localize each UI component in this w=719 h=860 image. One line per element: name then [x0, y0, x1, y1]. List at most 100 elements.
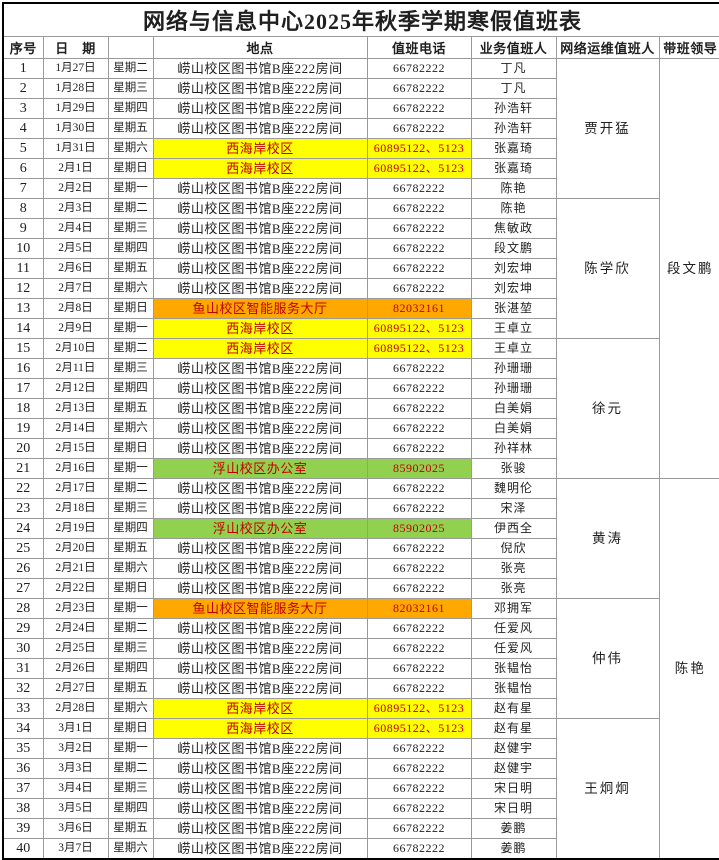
- weekday-cell: 星期二: [107, 478, 154, 499]
- phone-cell: 66782222: [366, 118, 472, 139]
- duty-person-cell: 陈艳: [470, 178, 557, 199]
- duty-person-cell: 丁凡: [470, 58, 557, 79]
- row-number-cell: 23: [2, 498, 44, 519]
- row-number-cell: 11: [2, 258, 44, 279]
- phone-cell: 66782222: [366, 218, 472, 239]
- row-number-cell: 16: [2, 358, 44, 379]
- location-cell: 浮山校区办公室: [152, 458, 368, 479]
- date-cell: 2月8日: [42, 298, 109, 319]
- table-row: 31 2月26日 星期四 崂山校区图书馆B座222房间 66782222 张韫怡: [2, 658, 719, 679]
- table-row: 33 2月28日 星期六 西海岸校区 60895122、5123 赵有星: [2, 698, 719, 719]
- weekday-cell: 星期六: [107, 698, 154, 719]
- table-row: 10 2月5日 星期四 崂山校区图书馆B座222房间 66782222 段文鹏: [2, 238, 719, 259]
- phone-cell: 66782222: [366, 398, 472, 419]
- duty-person-cell: 赵健宇: [470, 758, 557, 779]
- weekday-cell: 星期三: [107, 638, 154, 659]
- duty-person-cell: 孙浩轩: [470, 98, 557, 119]
- leader-cell: 段文鹏: [658, 58, 719, 479]
- weekday-cell: 星期四: [107, 518, 154, 539]
- row-number-cell: 21: [2, 458, 44, 479]
- location-cell: 鱼山校区智能服务大厅: [152, 598, 368, 619]
- table-row: 12 2月7日 星期六 崂山校区图书馆B座222房间 66782222 刘宏坤: [2, 278, 719, 299]
- row-number-cell: 30: [2, 638, 44, 659]
- location-cell: 鱼山校区智能服务大厅: [152, 298, 368, 319]
- phone-cell: 60895122、5123: [366, 158, 472, 179]
- weekday-cell: 星期二: [107, 758, 154, 779]
- date-cell: 2月22日: [42, 578, 109, 599]
- title-row: 网络与信息中心2025年秋季学期寒假值班表: [2, 2, 719, 37]
- location-cell: 浮山校区办公室: [152, 518, 368, 539]
- duty-person-cell: 刘宏坤: [470, 278, 557, 299]
- row-number-cell: 19: [2, 418, 44, 439]
- network-ops-cell: 贾开猛: [555, 58, 660, 199]
- weekday-cell: 星期一: [107, 178, 154, 199]
- phone-cell: 60895122、5123: [366, 698, 472, 719]
- location-cell: 崂山校区图书馆B座222房间: [152, 198, 368, 219]
- date-cell: 2月16日: [42, 458, 109, 479]
- location-cell: 崂山校区图书馆B座222房间: [152, 358, 368, 379]
- col-header-phone: 值班电话: [366, 36, 472, 59]
- date-cell: 1月29日: [42, 98, 109, 119]
- location-cell: 崂山校区图书馆B座222房间: [152, 378, 368, 399]
- weekday-cell: 星期三: [107, 218, 154, 239]
- table-row: 22 2月17日 星期二 崂山校区图书馆B座222房间 66782222 魏明伦 黄涛 陈艳: [2, 478, 719, 860]
- header-row: 序号 日 期 地点 值班电话 业务值班人 网络运维值班人 带班领导: [2, 36, 719, 59]
- row-number-cell: 15: [2, 338, 44, 359]
- table-row: 39 3月6日 星期五 崂山校区图书馆B座222房间 66782222 姜鹏: [2, 818, 719, 839]
- date-cell: 2月24日: [42, 618, 109, 639]
- location-cell: 西海岸校区: [152, 318, 368, 339]
- phone-cell: 66782222: [366, 198, 472, 219]
- phone-cell: 66782222: [366, 58, 472, 79]
- weekday-cell: 星期四: [107, 658, 154, 679]
- phone-cell: 66782222: [366, 498, 472, 519]
- table-row: 15 2月10日 星期二 西海岸校区 60895122、5123 王卓立 徐元: [2, 338, 719, 479]
- row-number-cell: 27: [2, 578, 44, 599]
- row-number-cell: 6: [2, 158, 44, 179]
- duty-person-cell: 刘宏坤: [470, 258, 557, 279]
- table-row: 28 2月23日 星期一 鱼山校区智能服务大厅 82032161 邓拥军 仲伟: [2, 598, 719, 719]
- row-number-cell: 34: [2, 718, 44, 739]
- date-cell: 2月19日: [42, 518, 109, 539]
- row-number-cell: 13: [2, 298, 44, 319]
- duty-person-cell: 赵有星: [470, 698, 557, 719]
- location-cell: 崂山校区图书馆B座222房间: [152, 238, 368, 259]
- phone-cell: 66782222: [366, 558, 472, 579]
- weekday-cell: 星期六: [107, 278, 154, 299]
- weekday-cell: 星期二: [107, 58, 154, 79]
- duty-person-cell: 王卓立: [470, 318, 557, 339]
- duty-person-cell: 宋日明: [470, 778, 557, 799]
- duty-person-cell: 张嘉琦: [470, 158, 557, 179]
- weekday-cell: 星期六: [107, 558, 154, 579]
- col-header-network-ops: 网络运维值班人: [555, 36, 660, 59]
- table-row: 34 3月1日 星期日 西海岸校区 60895122、5123 赵有星 王炯炯: [2, 718, 719, 860]
- row-number-cell: 29: [2, 618, 44, 639]
- phone-cell: 85902025: [366, 518, 472, 539]
- table-row: 24 2月19日 星期四 浮山校区办公室 85902025 伊西全: [2, 518, 719, 539]
- duty-person-cell: 张嘉琦: [470, 138, 557, 159]
- location-cell: 崂山校区图书馆B座222房间: [152, 98, 368, 119]
- row-number-cell: 26: [2, 558, 44, 579]
- table-row: 17 2月12日 星期四 崂山校区图书馆B座222房间 66782222 孙珊珊: [2, 378, 719, 399]
- row-number-cell: 8: [2, 198, 44, 219]
- row-number-cell: 7: [2, 178, 44, 199]
- location-cell: 西海岸校区: [152, 718, 368, 739]
- location-cell: 崂山校区图书馆B座222房间: [152, 618, 368, 639]
- date-cell: 2月28日: [42, 698, 109, 719]
- row-number-cell: 18: [2, 398, 44, 419]
- phone-cell: 66782222: [366, 258, 472, 279]
- row-number-cell: 39: [2, 818, 44, 839]
- date-cell: 2月5日: [42, 238, 109, 259]
- page-title: 网络与信息中心2025年秋季学期寒假值班表: [2, 2, 719, 37]
- date-cell: 3月5日: [42, 798, 109, 819]
- table-row: 20 2月15日 星期日 崂山校区图书馆B座222房间 66782222 孙祥林: [2, 438, 719, 459]
- col-header-seq: 序号: [2, 36, 44, 59]
- weekday-cell: 星期四: [107, 98, 154, 119]
- network-ops-cell: 仲伟: [555, 598, 660, 719]
- location-cell: 西海岸校区: [152, 158, 368, 179]
- location-cell: 崂山校区图书馆B座222房间: [152, 278, 368, 299]
- date-cell: 2月15日: [42, 438, 109, 459]
- duty-person-cell: 魏明伦: [470, 478, 557, 499]
- weekday-cell: 星期五: [107, 258, 154, 279]
- network-ops-cell: 黄涛: [555, 478, 660, 599]
- date-cell: 2月14日: [42, 418, 109, 439]
